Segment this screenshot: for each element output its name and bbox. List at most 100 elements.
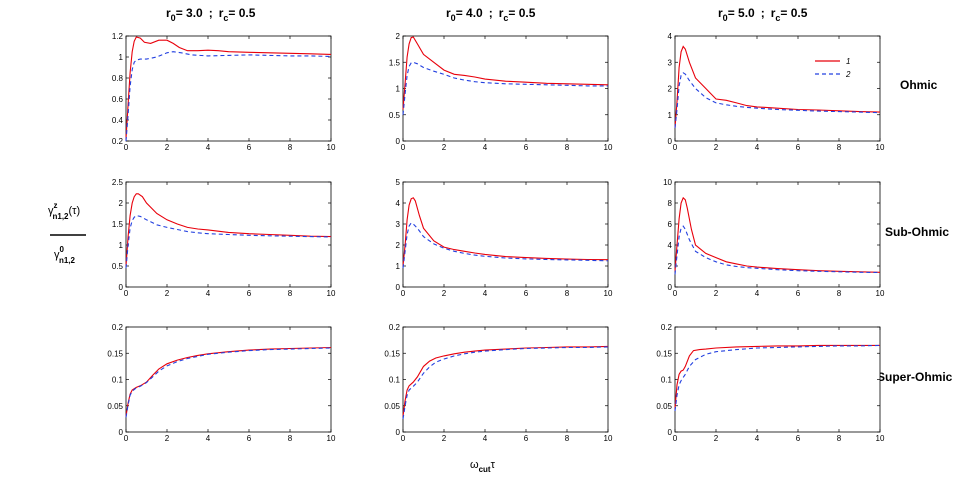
series-line-2	[402, 222, 609, 269]
y-label-denominator: γ0 n1,2	[54, 245, 76, 265]
x-tick-label: 6	[796, 143, 801, 152]
series-line-1	[674, 196, 881, 273]
x-tick-label: 8	[837, 289, 842, 298]
y-tick-label: 0	[668, 137, 673, 146]
x-tick-label: 2	[165, 434, 170, 443]
y-tick-label: 0.15	[107, 349, 123, 358]
x-tick-label: 2	[714, 434, 719, 443]
x-tick-label: 10	[604, 143, 613, 152]
x-tick-label: 4	[755, 143, 760, 152]
x-tick-label: 6	[247, 289, 252, 298]
series-line-1	[125, 193, 332, 267]
y-tick-label: 6	[668, 220, 673, 229]
y-tick-label: 0.8	[112, 74, 124, 83]
y-tick-label: 0	[396, 283, 401, 292]
x-tick-label: 0	[124, 434, 129, 443]
y-tick-label: 0.6	[112, 95, 124, 104]
y-tick-label: 2	[668, 85, 673, 94]
series-line-2	[125, 51, 332, 142]
y-tick-label: 8	[668, 199, 673, 208]
x-tick-label: 2	[714, 289, 719, 298]
x-tick-label: 8	[837, 434, 842, 443]
y-tick-label: 1	[396, 262, 401, 271]
subplot-sub-ohmic-r0-3: 0 2 4 6 8 10 0 0.5 1 1.5 2 2.5	[112, 178, 336, 298]
y-tick-label: 10	[663, 178, 672, 187]
series-line-2	[402, 346, 609, 419]
series-line-1	[402, 197, 609, 267]
x-tick-label: 0	[673, 289, 678, 298]
y-tick-label: 1.2	[112, 32, 124, 41]
y-tick-label: 2.5	[112, 178, 124, 187]
subplot-sub-ohmic-r0-4: 0 2 4 6 8 10 0 1 2 3 4 5	[396, 178, 613, 298]
y-label-numerator: γz n1,2(τ)	[48, 201, 80, 221]
x-tick-label: 8	[837, 143, 842, 152]
x-tick-label: 4	[755, 289, 760, 298]
series-line-1	[674, 344, 880, 409]
x-tick-label: 2	[442, 143, 447, 152]
x-tick-label: 4	[206, 434, 211, 443]
y-tick-label: 5	[396, 178, 401, 187]
y-tick-label: 1	[119, 241, 124, 250]
y-tick-label: 0.1	[661, 376, 673, 385]
x-tick-label: 6	[796, 434, 801, 443]
y-tick-label: 1.5	[112, 220, 124, 229]
plot-frame	[402, 35, 609, 142]
y-tick-label: 2	[119, 199, 124, 208]
x-axis-label: ωcutτ	[470, 459, 496, 474]
x-tick-label: 6	[247, 143, 252, 152]
legend-label-series-2: 2	[845, 70, 851, 79]
y-tick-label: 0.5	[389, 111, 401, 120]
column-title-3: r0= 5.0; rc= 0.5	[718, 6, 808, 23]
column-title-2: r0= 4.0; rc= 0.5	[446, 6, 536, 23]
plot-frame	[402, 181, 609, 288]
y-tick-label: 0	[119, 428, 124, 437]
y-tick-label: 1	[668, 111, 673, 120]
y-tick-label: 2	[396, 32, 401, 41]
y-tick-label: 0.15	[656, 349, 672, 358]
y-tick-label: 0.2	[661, 323, 673, 332]
subplot-ohmic-r0-4: 0 2 4 6 8 10 0 0.5 1 1.5 2	[389, 32, 613, 152]
row-label-ohmic: Ohmic	[900, 78, 938, 92]
x-tick-label: 8	[288, 434, 293, 443]
y-tick-label: 0.2	[112, 323, 124, 332]
series-line-2	[125, 215, 332, 269]
y-tick-label: 0	[119, 283, 124, 292]
y-tick-label: 1	[396, 85, 401, 94]
x-tick-label: 10	[876, 143, 885, 152]
y-tick-label: 0.05	[107, 402, 123, 411]
y-tick-label: 0.1	[112, 376, 124, 385]
series-line-1	[402, 36, 609, 110]
x-tick-label: 4	[483, 289, 488, 298]
y-tick-label: 0.05	[656, 402, 672, 411]
x-tick-label: 8	[288, 289, 293, 298]
x-tick-label: 6	[247, 434, 252, 443]
x-tick-label: 0	[401, 289, 406, 298]
x-tick-label: 10	[327, 434, 336, 443]
x-tick-label: 6	[524, 143, 529, 152]
subplot-super-ohmic-r0-4: 0 2 4 6 8 10 0 0.05 0.1 0.15 0.2	[384, 323, 613, 443]
y-tick-label: 1	[119, 53, 124, 62]
x-tick-label: 6	[524, 289, 529, 298]
series-line-2	[674, 72, 881, 128]
x-tick-label: 2	[165, 289, 170, 298]
x-tick-label: 4	[483, 434, 488, 443]
y-tick-label: 2	[396, 241, 401, 250]
x-tick-label: 2	[442, 434, 447, 443]
plot-frame	[674, 326, 881, 433]
x-tick-label: 6	[796, 289, 801, 298]
y-tick-label: 3	[396, 220, 401, 229]
series-line-2	[125, 347, 332, 418]
x-tick-label: 8	[565, 289, 570, 298]
y-tick-label: 0.1	[389, 376, 401, 385]
x-tick-label: 8	[288, 143, 293, 152]
x-tick-label: 10	[604, 289, 613, 298]
y-axis-label: γz n1,2(τ) γ0 n1,2	[48, 201, 86, 265]
y-tick-label: 0	[668, 428, 673, 437]
x-tick-label: 2	[165, 143, 170, 152]
column-title-1: r0= 3.0; rc= 0.5	[166, 6, 256, 23]
y-tick-label: 4	[668, 32, 673, 41]
y-tick-label: 0.2	[112, 137, 124, 146]
x-tick-label: 0	[401, 434, 406, 443]
series-line-2	[674, 344, 881, 412]
x-tick-label: 4	[755, 434, 760, 443]
